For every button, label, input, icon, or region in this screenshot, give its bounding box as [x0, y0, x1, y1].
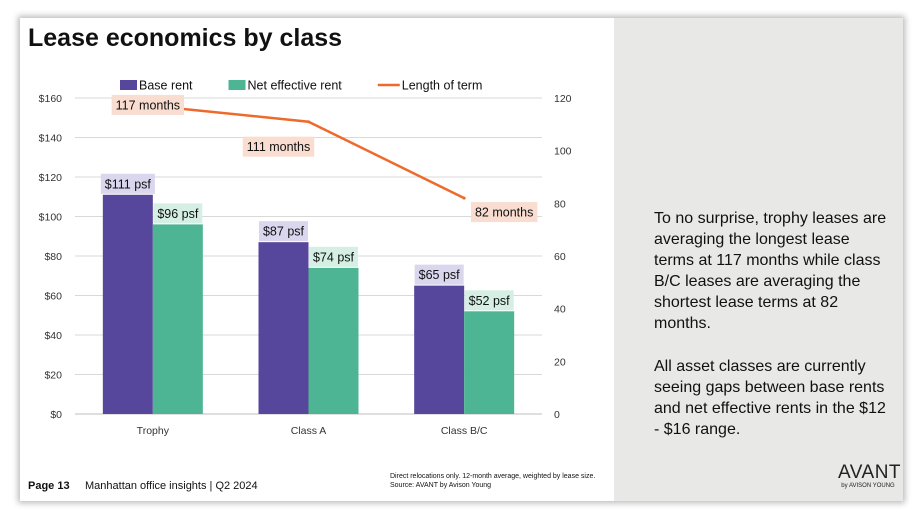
- y-right-tick-label: 60: [554, 251, 566, 263]
- slide: To no surprise, trophy leases are averag…: [20, 18, 903, 501]
- y-right-tick-label: 80: [554, 198, 566, 210]
- brand-name: AVANT: [838, 462, 902, 483]
- y-left-tick-label: $140: [39, 133, 63, 145]
- x-category-label: Class B/C: [441, 425, 488, 437]
- legend-label: Length of term: [402, 79, 483, 93]
- net-effective-rent-data-label-box: [464, 290, 514, 311]
- length-of-term-data-label: 117 months: [116, 98, 180, 112]
- base-rent-data-label-box: [100, 173, 155, 194]
- base-rent-data-label-box: [414, 264, 464, 285]
- net-effective-rent-data-label-box: [308, 246, 359, 267]
- report-subtitle: Manhattan office insights | Q2 2024: [85, 480, 258, 492]
- x-category-label: Class A: [291, 425, 327, 437]
- y-left-tick-label: $160: [39, 93, 63, 105]
- length-of-term-data-label: 82 months: [475, 206, 533, 220]
- y-left-tick-label: $100: [39, 212, 63, 224]
- y-right-tick-label: 40: [554, 304, 566, 316]
- y-right-tick-label: 100: [554, 146, 572, 158]
- y-right-tick-label: 20: [554, 356, 566, 368]
- base-rent-data-label: $65 psf: [419, 268, 461, 282]
- length-of-term-data-label: 111 months: [247, 140, 310, 154]
- avant-logo: AVANT by AVISON YOUNG: [838, 462, 902, 489]
- base-rent-data-label-box: [258, 221, 309, 242]
- y-left-tick-label: $80: [44, 251, 62, 263]
- page-title: Lease economics by class: [28, 24, 343, 52]
- y-left-tick-label: $20: [44, 370, 62, 382]
- length-of-term-point: [462, 196, 466, 200]
- commentary-paragraph-1: To no surprise, trophy leases are averag…: [654, 210, 887, 332]
- base-rent-bar: [102, 194, 153, 414]
- lease-economics-chart: $0 $20 $40 $60 $80 $100 $120 $140 $160 0 20 40 60 80 1…: [39, 79, 572, 438]
- base-rent-data-label: $111 psf: [105, 177, 152, 191]
- net-effective-rent-data-label: $74 psf: [313, 250, 355, 264]
- net-effective-rent-bar: [464, 311, 515, 414]
- base-rent-bar: [258, 242, 309, 414]
- commentary-paragraph-2: All asset classes are currently seeing g…: [654, 358, 886, 438]
- legend-label: Net effective rent: [248, 79, 343, 93]
- source-note: Direct relocations only. 12-month averag…: [390, 472, 595, 490]
- source-note-line-2: Source: AVANT by Avison Young: [390, 482, 492, 489]
- length-of-term-data-label-box: [470, 202, 538, 223]
- base-rent-bar: [414, 285, 465, 414]
- length-of-term-data-label-box: [111, 94, 185, 115]
- page-number: Page 13: [28, 480, 70, 492]
- net-effective-rent-data-label-box: [153, 203, 203, 224]
- legend-label: Base rent: [139, 79, 193, 93]
- y-left-tick-label: $40: [44, 330, 62, 342]
- x-category-label: Trophy: [137, 425, 170, 437]
- y-left-tick-label: $120: [39, 172, 63, 184]
- y-left-tick-label: $60: [44, 291, 62, 303]
- length-of-term-point: [307, 120, 310, 124]
- base-rent-data-label: $87 psf: [263, 225, 305, 239]
- net-effective-rent-bar: [152, 224, 203, 414]
- y-left-tick-label: $0: [50, 409, 62, 421]
- net-effective-rent-data-label: $52 psf: [469, 294, 511, 308]
- commentary-panel: To no surprise, trophy leases are averag…: [614, 18, 903, 501]
- brand-subtitle: by AVISON YOUNG: [841, 483, 895, 489]
- source-note-line-1: Direct relocations only. 12-month averag…: [390, 473, 596, 480]
- net-effective-rent-bar: [308, 267, 359, 414]
- y-right-tick-label: 0: [554, 409, 560, 421]
- net-effective-rent-data-label: $96 psf: [157, 207, 199, 221]
- legend-swatch-net-effective-rent: [228, 80, 246, 90]
- length-of-term-data-label-box: [242, 136, 315, 157]
- legend-swatch-base-rent: [120, 80, 137, 90]
- y-right-tick-label: 120: [554, 93, 572, 105]
